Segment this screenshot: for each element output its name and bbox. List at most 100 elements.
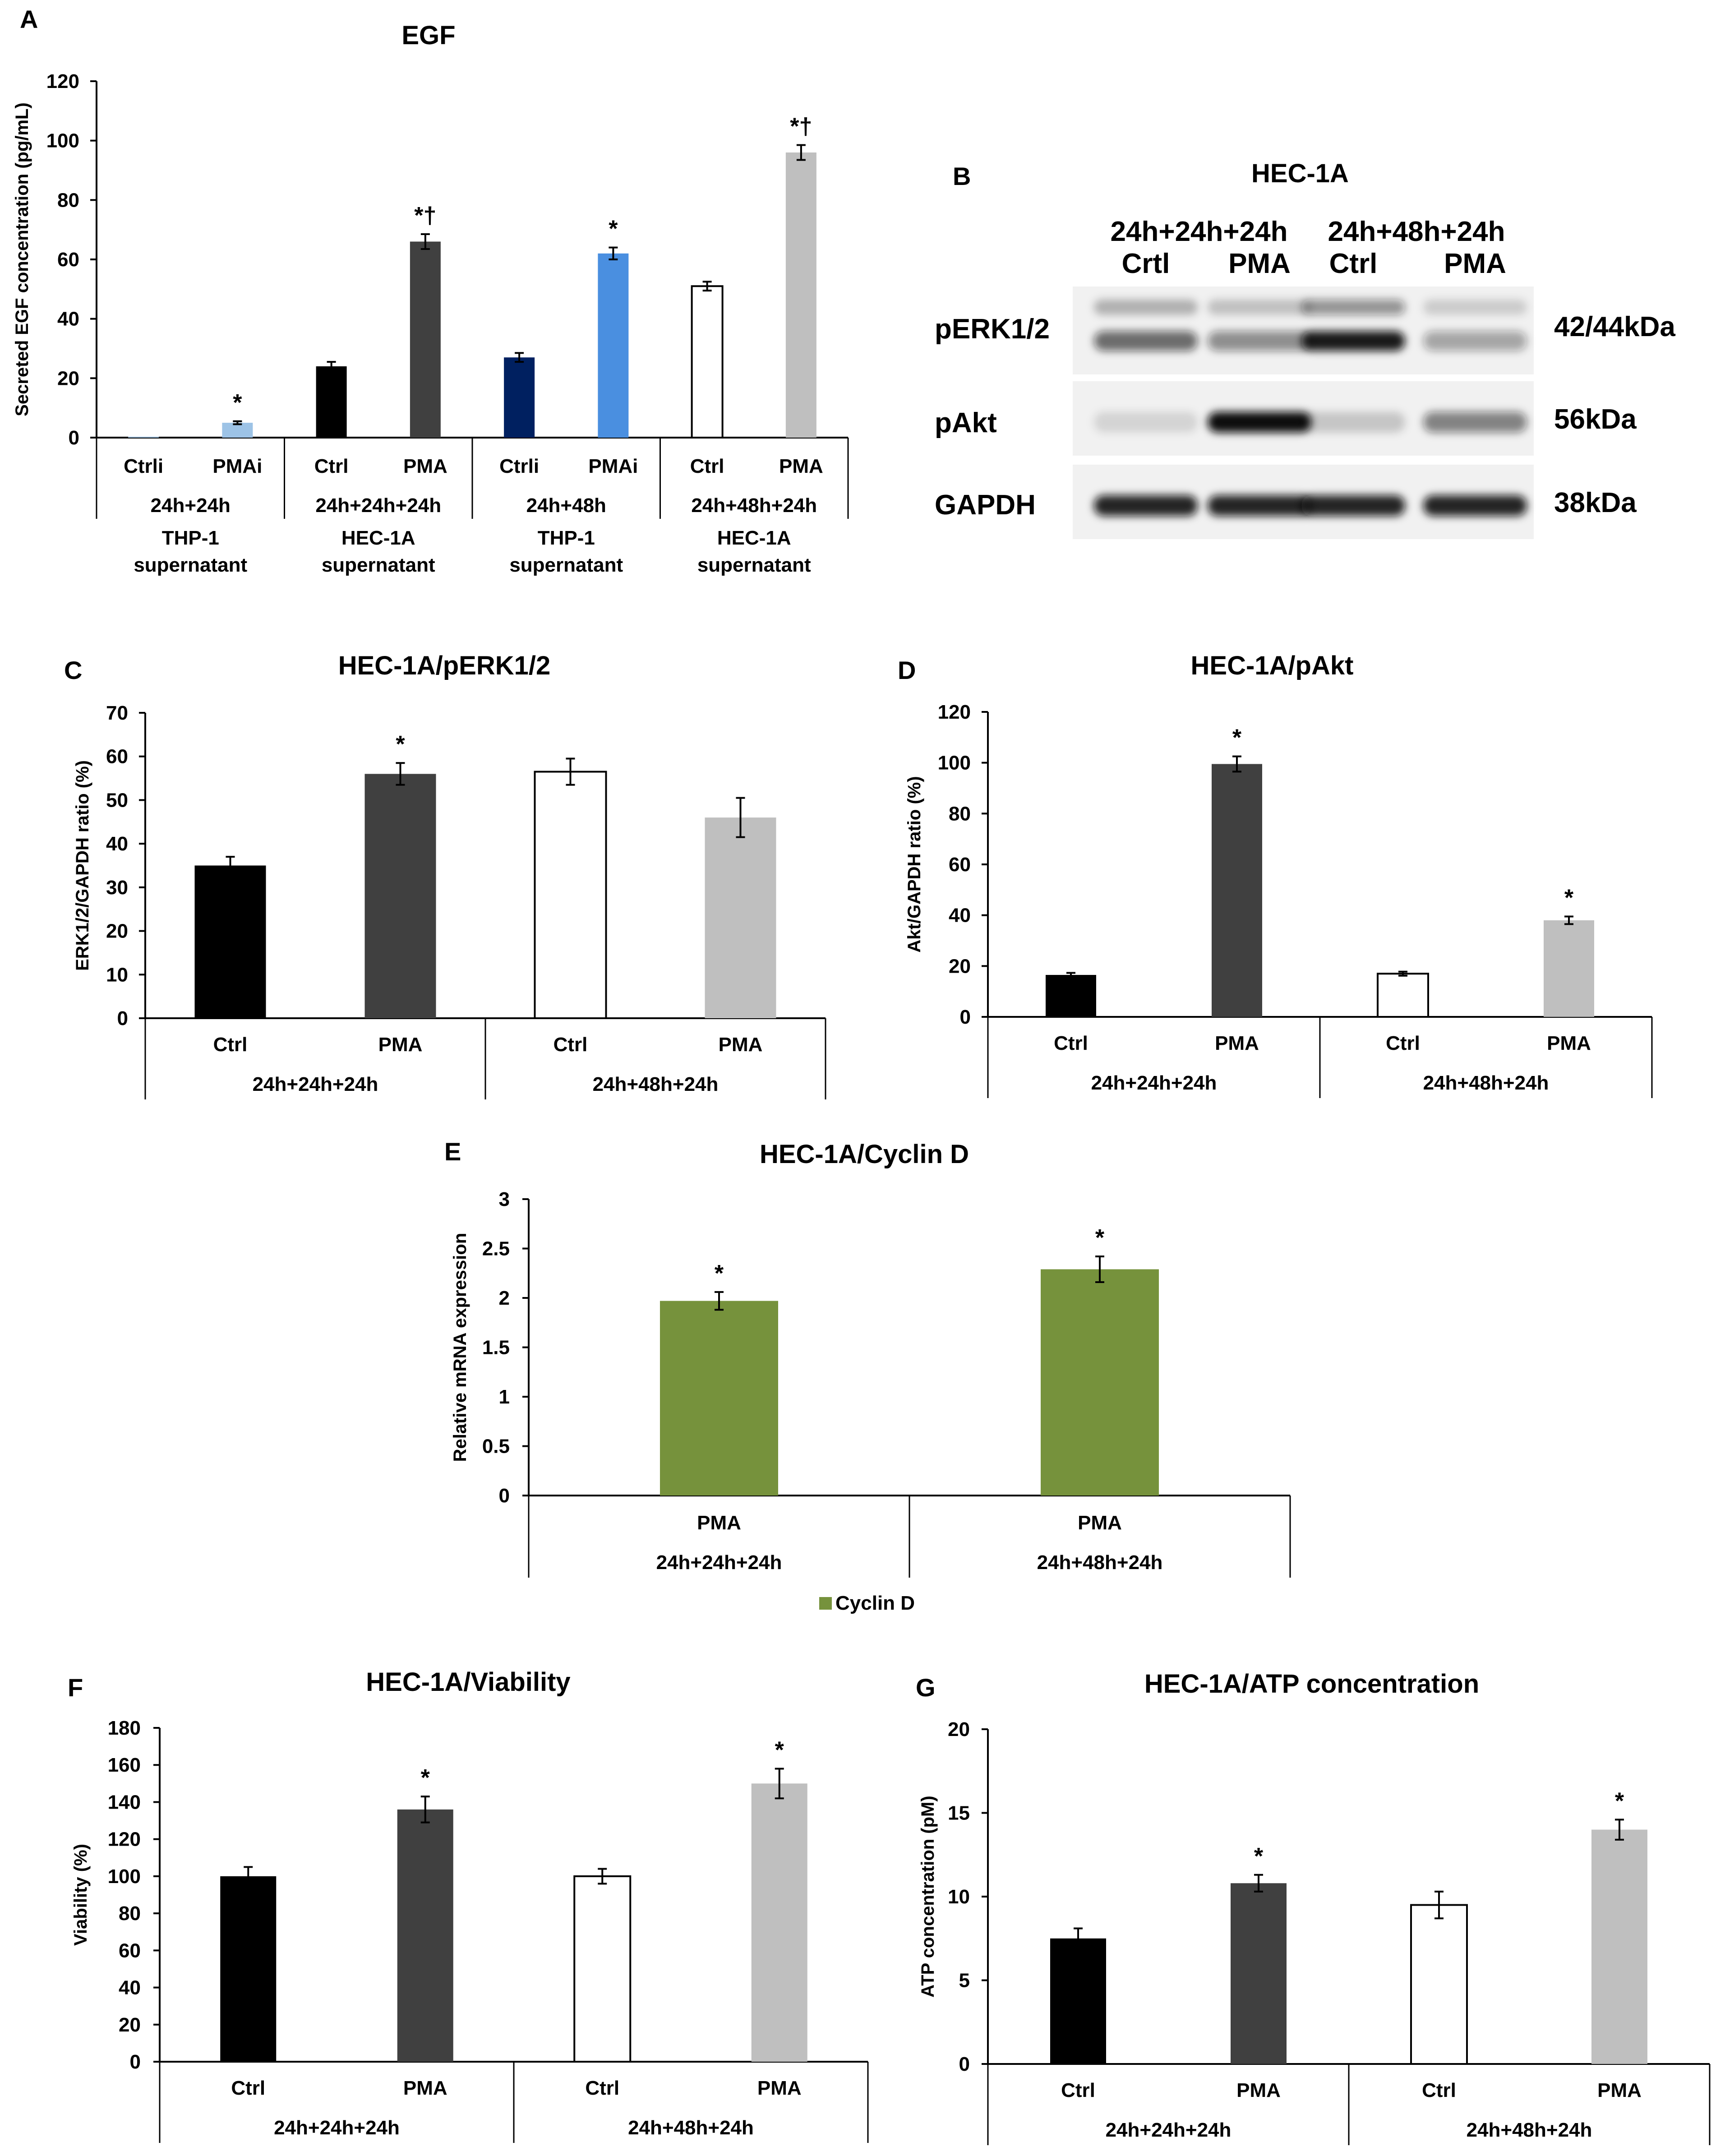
y-tick-label: 60 xyxy=(106,746,128,768)
y-tick-label: 70 xyxy=(106,702,128,724)
significance-marker: * xyxy=(1564,885,1574,911)
y-tick-label: 60 xyxy=(949,854,971,876)
bar xyxy=(534,771,607,1020)
x-group-label: 24h+48h+24h xyxy=(628,2117,754,2139)
y-tick-label: 20 xyxy=(948,1718,970,1740)
y-tick-label: 0 xyxy=(69,427,79,449)
bar xyxy=(194,865,266,1018)
x-category-label: PMAi xyxy=(212,455,262,477)
y-tick-label: 100 xyxy=(46,130,79,152)
x-group-label: 24h+48h+24h xyxy=(1037,1551,1163,1574)
panel-label: C xyxy=(64,656,82,684)
bar xyxy=(1591,1829,1647,2064)
y-tick-label: 60 xyxy=(57,249,79,271)
bar xyxy=(220,1876,277,2062)
y-tick-label: 20 xyxy=(106,920,128,942)
x-category-label: Ctrl xyxy=(1422,2079,1456,2101)
significance-marker: * xyxy=(715,1260,724,1287)
y-axis-label: Akt/GAPDH ratio (%) xyxy=(904,776,924,952)
blot-protein-label: pERK1/2 xyxy=(935,314,1050,345)
y-axis-label: Secreted EGF concentration (pg/mL) xyxy=(12,102,32,416)
x-category-label: PMA xyxy=(1078,1512,1122,1534)
bar xyxy=(660,1301,778,1496)
x-category-label: PMA xyxy=(378,1034,423,1056)
legend-label: Cyclin D xyxy=(835,1592,915,1614)
y-tick-label: 80 xyxy=(949,803,971,825)
chart-panel-f: F HEC-1A/Viability 0 20 40 60 80 100 120 140 160 18… xyxy=(68,1667,869,2143)
y-tick-label: 10 xyxy=(106,964,128,986)
blot-band xyxy=(1301,495,1405,516)
bar xyxy=(1046,975,1096,1017)
bar xyxy=(785,152,816,438)
blot-protein-label: pAkt xyxy=(935,407,997,439)
chart-panel-c: C HEC-1A/pERK1/2 0 10 20 30 40 50 60 70 ERK1/2/GAP… xyxy=(64,651,826,1099)
legend-swatch xyxy=(819,1597,832,1610)
x-group-sublabel: supernatant xyxy=(697,554,811,576)
y-tick-label: 2.5 xyxy=(482,1238,510,1260)
y-tick-label: 50 xyxy=(106,789,128,811)
bar xyxy=(364,774,436,1018)
x-category-label: PMA xyxy=(403,2077,447,2099)
significance-marker: * xyxy=(1095,1225,1105,1251)
panel-label: B xyxy=(953,162,971,190)
significance-marker: * xyxy=(609,216,618,242)
x-group-label: 24h+24h+24h xyxy=(1091,1072,1217,1094)
y-tick-label: 120 xyxy=(938,701,971,723)
significance-marker: *† xyxy=(790,114,812,140)
y-tick-label: 0 xyxy=(960,1006,971,1028)
blot-band xyxy=(1094,495,1198,516)
x-group-label: 24h+24h+24h xyxy=(274,2117,400,2139)
chart-panel-g: G HEC-1A/ATP concentration 0 5 10 15 20 ATP con… xyxy=(916,1669,1711,2145)
y-axis-label: ERK1/2/GAPDH ratio (%) xyxy=(73,760,92,971)
bar xyxy=(316,366,347,438)
x-category-label: PMA xyxy=(1547,1032,1591,1054)
y-tick-label: 40 xyxy=(119,1977,141,1999)
x-category-label: Ctrl xyxy=(585,2077,619,2099)
y-tick-label: 0 xyxy=(130,2051,141,2073)
western-blot-panel-b: B HEC-1A 24h+24h+24h 24h+48h+24h Crtl PMA Ctrl… xyxy=(935,159,1675,539)
x-category-label: Ctrl xyxy=(314,455,349,477)
x-category-label: Ctrl xyxy=(231,2077,265,2099)
chart-title: HEC-1A/Viability xyxy=(366,1667,570,1697)
chart-title: HEC-1A/pERK1/2 xyxy=(338,651,551,680)
y-tick-label: 80 xyxy=(57,189,79,211)
chart-title: EGF xyxy=(401,21,455,50)
chart-title: HEC-1A/ATP concentration xyxy=(1144,1669,1479,1699)
blot-band-upper xyxy=(1208,299,1311,315)
bar xyxy=(1231,1883,1287,2064)
x-category-label: Ctrli xyxy=(499,455,539,477)
y-tick-label: 140 xyxy=(108,1791,141,1813)
blot-size-label: 42/44kDa xyxy=(1554,311,1675,342)
x-group-label: 24h+48h+24h xyxy=(1423,1072,1549,1094)
x-group-label: 24h+24h+24h xyxy=(1106,2119,1231,2141)
y-tick-label: 0 xyxy=(499,1485,510,1507)
x-category-label: Ctrl xyxy=(1386,1032,1420,1054)
x-group-label: 24h+24h+24h xyxy=(253,1073,378,1095)
y-tick-label: 1.5 xyxy=(482,1337,510,1359)
chart-title: HEC-1A/Cyclin D xyxy=(760,1140,969,1169)
panel-label: A xyxy=(20,5,38,33)
blot-title: HEC-1A xyxy=(1251,159,1349,188)
panel-label: G xyxy=(916,1673,936,1702)
significance-marker: * xyxy=(233,390,242,416)
y-tick-label: 20 xyxy=(57,367,79,389)
panel-label: E xyxy=(444,1137,461,1166)
significance-marker: * xyxy=(775,1737,784,1763)
chart-panel-a: A EGF 0 20 40 60 80 100 120 Secreted EGF concentr… xyxy=(12,5,849,576)
y-tick-label: 80 xyxy=(119,1902,141,1925)
y-tick-label: 0 xyxy=(117,1007,128,1030)
bar xyxy=(1041,1269,1159,1496)
blot-band-upper xyxy=(1423,299,1527,315)
x-group-label: 24h+48h+24h xyxy=(1467,2119,1592,2141)
significance-marker: * xyxy=(396,731,405,757)
y-tick-label: 160 xyxy=(108,1754,141,1776)
y-tick-label: 1 xyxy=(499,1386,510,1408)
y-tick-label: 2 xyxy=(499,1287,510,1309)
bar xyxy=(1410,1904,1468,2065)
bar xyxy=(691,285,724,439)
y-tick-label: 3 xyxy=(499,1188,510,1210)
bar xyxy=(397,1809,453,2062)
x-group-sublabel: THP-1 xyxy=(538,527,595,549)
blot-protein-label: GAPDH xyxy=(935,489,1036,521)
